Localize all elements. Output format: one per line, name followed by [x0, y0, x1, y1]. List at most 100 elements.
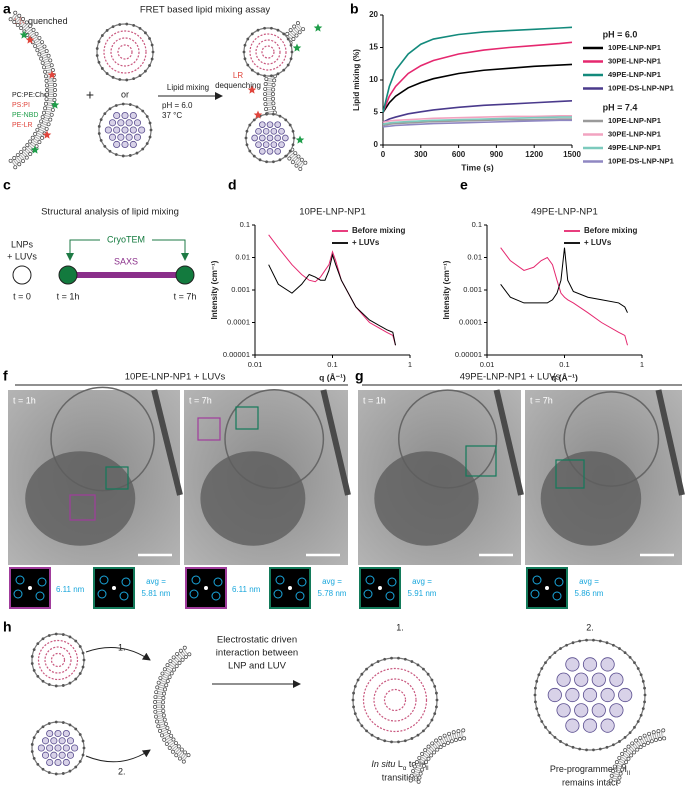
lipid-head	[40, 115, 45, 120]
inverse-micelle	[125, 119, 133, 127]
series-line	[382, 26, 573, 113]
lipid-head	[624, 760, 629, 765]
inverse-micelle	[129, 140, 137, 149]
lipid-head	[68, 769, 72, 773]
lipid-head	[435, 747, 440, 752]
x-axis-label: q (Å⁻¹)	[319, 372, 346, 382]
lipid-head	[22, 146, 27, 151]
caption-part: II	[425, 766, 429, 772]
lipid-head	[612, 643, 615, 647]
lipid-head	[453, 738, 458, 742]
outcome-caption: Pre-programmed HII	[550, 764, 631, 776]
lipid-head	[36, 675, 40, 678]
bilayer-tails	[611, 731, 665, 782]
or-text: or	[121, 89, 129, 99]
lipid-head	[153, 699, 158, 704]
lipid-head	[456, 729, 461, 734]
lipid-head	[628, 731, 632, 735]
outcome-caption: In situ Lα to HII	[371, 759, 429, 771]
lipid-head	[296, 154, 301, 159]
lipid-head	[13, 10, 18, 15]
lipid-head	[271, 101, 276, 106]
x-tick-label: 0.01	[248, 360, 263, 369]
legend-label: Before mixing	[352, 226, 405, 235]
lipid-head	[639, 713, 643, 717]
fft-ring	[15, 575, 25, 585]
inverse-micelle	[129, 126, 137, 134]
lipid-head	[293, 151, 298, 156]
lipid-head	[649, 739, 654, 744]
lipid-head	[410, 737, 414, 740]
lipid-head	[169, 733, 174, 738]
inverse-micelle	[278, 141, 285, 148]
lipid-head	[417, 775, 422, 780]
lipid-head	[284, 118, 288, 122]
inverse-micelle	[58, 751, 66, 759]
lipid-head	[533, 693, 537, 697]
lipid-head	[365, 729, 368, 733]
lipid-head	[167, 745, 172, 750]
inverse-micelle	[255, 128, 262, 135]
lipid-head	[284, 154, 288, 158]
lipid-head	[629, 753, 634, 758]
x-tick-label: 0	[381, 150, 386, 159]
timepoint	[58, 265, 78, 285]
lipid-head	[565, 743, 568, 747]
lipid-head	[250, 68, 254, 72]
lipid-head	[544, 661, 547, 665]
lipid-head	[28, 24, 33, 28]
lipid-head	[49, 63, 54, 68]
lipid-head	[141, 147, 145, 151]
inverse-micelle	[270, 141, 278, 148]
fluorophore	[47, 70, 57, 79]
lipid-head	[642, 733, 647, 738]
lipid-head	[433, 684, 437, 688]
lipid-head	[243, 57, 247, 61]
lipid-head	[426, 724, 430, 728]
lipid-head	[44, 92, 49, 97]
x-axis-label: q (Å⁻¹)	[551, 372, 578, 382]
lipid-head	[272, 105, 276, 110]
lipid-head	[565, 643, 568, 647]
lipid-head	[442, 733, 447, 738]
y-tick-label: 0.0001	[459, 317, 482, 326]
inverse-micelle	[266, 148, 274, 155]
series-line	[268, 253, 396, 346]
lipid-head	[31, 27, 36, 32]
lipid-head	[643, 693, 647, 697]
lipid-head	[162, 717, 167, 722]
lipid-head	[286, 63, 290, 67]
inverse-micelle	[50, 751, 58, 759]
panel-label: f	[3, 368, 8, 384]
lipid-head	[611, 769, 616, 774]
inverse-micelle	[41, 737, 50, 745]
inverse-micelle	[62, 758, 70, 767]
lamella	[373, 678, 417, 722]
lipid-head	[47, 683, 51, 686]
particle	[200, 451, 306, 546]
lipid-head	[44, 97, 49, 102]
lipid-head	[397, 656, 400, 660]
lipid-head	[148, 135, 152, 139]
inverse-micelle	[591, 672, 606, 687]
lipid-head	[99, 118, 103, 122]
lipid-head	[145, 142, 149, 145]
lipid-head	[420, 751, 425, 756]
lipid-head	[36, 642, 40, 645]
fft-spot	[378, 586, 382, 590]
fft-ring	[295, 591, 305, 601]
lipid-head	[118, 78, 122, 81]
lipid-head	[559, 740, 562, 743]
lipid-head	[408, 778, 413, 783]
lipid-head	[278, 158, 282, 162]
inverse-micelle	[54, 758, 62, 767]
series-line	[268, 234, 396, 346]
lipid-head	[605, 641, 609, 645]
lipid-head	[435, 691, 438, 695]
lipid-head	[435, 698, 439, 702]
lipid-head	[95, 47, 99, 50]
y-tick-label: 0.01	[467, 252, 482, 261]
inverse-micelle	[54, 729, 62, 738]
lamella	[117, 44, 133, 60]
y-tick-label: 0.01	[235, 252, 250, 261]
